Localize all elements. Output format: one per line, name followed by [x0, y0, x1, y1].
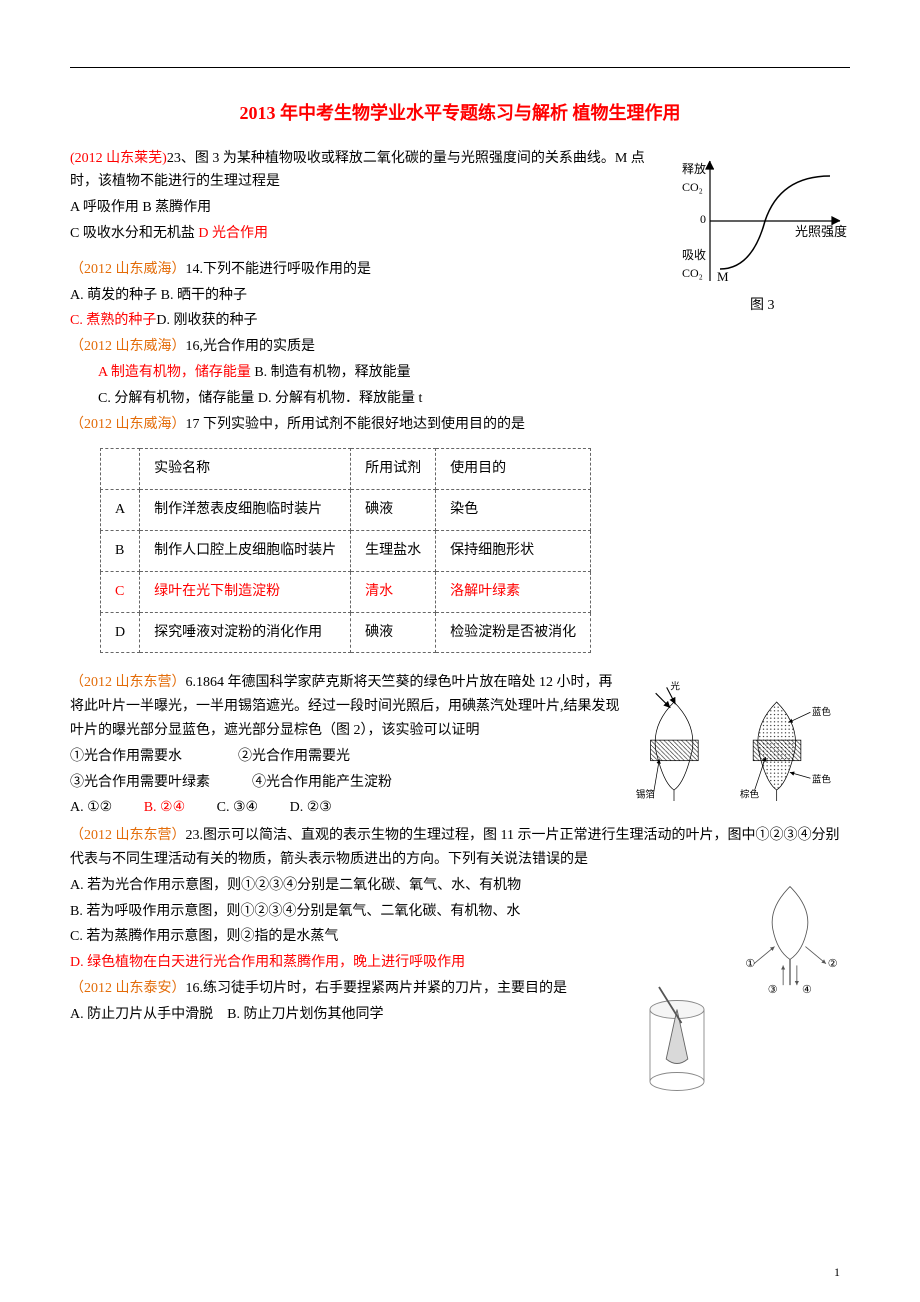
q5-opt-c: C. ③④	[217, 796, 258, 820]
figure-3-graph: 释放 CO₂ 0 吸收 CO₂ M 光照强度 图 3	[680, 151, 850, 316]
q3-opt-a: A 制造有机物，储存能量	[98, 365, 251, 380]
leaf-label-1: ①	[745, 958, 755, 970]
q2-source: （2012 山东威海）	[70, 262, 186, 277]
figure-caption: 图 3	[750, 298, 775, 313]
table-row-a: A 制作洋葱表皮细胞临时装片 碘液 染色	[101, 490, 591, 531]
ylabel-co2-bot: CO₂	[682, 266, 703, 280]
point-m-label: M	[717, 269, 729, 284]
table-row-c: C 绿叶在光下制造淀粉 清水 洛解叶绿素	[101, 571, 591, 612]
brown-label: 棕色	[740, 789, 760, 801]
q2-opt-c: C. 煮熟的种子	[70, 313, 156, 328]
slicing-figure	[632, 981, 722, 1101]
ylabel-top: 释放	[682, 161, 706, 176]
q5-opt-a: A. ①②	[70, 796, 112, 820]
q2-opt-b: B. 晒干的种子	[161, 288, 247, 303]
q3-opts-cd: C. 分解有机物，储存能量 D. 分解有机物．释放能量 t	[70, 387, 850, 411]
table-header-row: 实验名称 所用试剂 使用目的	[101, 449, 591, 490]
foil-label: 锡箔	[636, 789, 655, 801]
cell-c-3: 洛解叶绿素	[436, 571, 591, 612]
q1-opt-d: D 光合作用	[198, 226, 268, 241]
q3-opt-b: B. 制造有机物，释放能量	[254, 365, 410, 380]
cell-a-1: 制作洋葱表皮细胞临时装片	[140, 490, 351, 531]
leaf-label-3: ③	[768, 984, 778, 996]
q1-opt-a: A 呼吸作用	[70, 200, 139, 215]
q2-opt-d: D. 刚收获的种子	[156, 313, 257, 328]
cell-d-1: 探究唾液对淀粉的消化作用	[140, 612, 351, 653]
q7-source: （2012 山东泰安）	[70, 981, 186, 996]
cell-b-2: 生理盐水	[351, 530, 436, 571]
cell-d-2: 碘液	[351, 612, 436, 653]
cell-b-1: 制作人口腔上皮细胞临时装片	[140, 530, 351, 571]
q3-opt-d: D. 分解有机物．释放能量 t	[258, 391, 423, 406]
q4-head: （2012 山东威海）17 下列实验中，所用试剂不能很好地达到使用目的的是	[70, 413, 850, 437]
q4-stem: 下列实验中，所用试剂不能很好地达到使用目的的是	[203, 417, 525, 432]
q1-opt-b: B 蒸腾作用	[142, 200, 211, 215]
q7-number: 16.	[186, 981, 204, 996]
q5-opt-b: B. ②④	[144, 796, 185, 820]
q5-number: 6.	[186, 675, 197, 690]
cell-d-0: D	[101, 612, 140, 653]
q5-c3: ③光合作用需要叶绿素	[70, 775, 210, 790]
th-purpose: 使用目的	[436, 449, 591, 490]
q4-number: 17	[186, 417, 200, 432]
cell-c-0: C	[101, 571, 140, 612]
leaf-label-2: ②	[828, 958, 838, 970]
q3-source: （2012 山东威海）	[70, 339, 186, 354]
th-blank	[101, 449, 140, 490]
q1-source: (2012 山东莱芜)	[70, 151, 167, 166]
q6-head: （2012 山东东营）23.图示可以简洁、直观的表示生物的生理过程，图 11 示…	[70, 824, 850, 872]
q3-stem: 光合作用的实质是	[203, 339, 315, 354]
table-row-b: B 制作人口腔上皮细胞临时装片 生理盐水 保持细胞形状	[101, 530, 591, 571]
top-rule	[70, 67, 850, 68]
table-row-d: D 探究唾液对淀粉的消化作用 碘液 检验淀粉是否被消化	[101, 612, 591, 653]
sachs-experiment-figure: 光 锡箔 蓝色 棕色 蓝色	[630, 671, 850, 821]
blue-label-top: 蓝色	[812, 707, 832, 719]
ylabel-co2-top: CO₂	[682, 180, 703, 194]
th-name: 实验名称	[140, 449, 351, 490]
q5-c1: ①光合作用需要水	[70, 749, 182, 764]
cell-b-0: B	[101, 530, 140, 571]
q7-stem: 练习徒手切片时，右手要捏紧两片并紧的刀片，主要目的是	[203, 981, 567, 996]
experiment-table: 实验名称 所用试剂 使用目的 A 制作洋葱表皮细胞临时装片 碘液 染色 B 制作…	[100, 448, 591, 653]
cell-a-2: 碘液	[351, 490, 436, 531]
q5-source: （2012 山东东营）	[70, 675, 186, 690]
q6-source: （2012 山东东营）	[70, 828, 186, 843]
q3-head: （2012 山东威海）16,光合作用的实质是	[70, 335, 850, 359]
page-number: 1	[834, 1262, 840, 1282]
light-label: 光	[670, 681, 680, 693]
q1-opt-c: C 吸收水分和无机盐	[70, 226, 195, 241]
q6-number: 23.	[186, 828, 204, 843]
x-axis-label: 光照强度	[795, 224, 847, 239]
cell-d-3: 检验淀粉是否被消化	[436, 612, 591, 653]
q4-source: （2012 山东威海）	[70, 417, 186, 432]
origin-zero: 0	[700, 212, 706, 226]
q3-number: 16,	[186, 339, 204, 354]
q2-opt-a: A. 萌发的种子	[70, 288, 157, 303]
q7-opts: A. 防止刀片从手中滑脱 B. 防止刀片划伤其他同学	[70, 1003, 850, 1027]
leaf-label-4: ④	[802, 984, 812, 996]
cell-c-2: 清水	[351, 571, 436, 612]
q5-c4: ④光合作用能产生淀粉	[252, 775, 392, 790]
q7-opt-a: A. 防止刀片从手中滑脱	[70, 1007, 213, 1022]
q5-c2: ②光合作用需要光	[238, 749, 350, 764]
q2-number: 14.	[186, 262, 204, 277]
blue-label-bot: 蓝色	[812, 774, 832, 786]
page-title: 2013 年中考生物学业水平专题练习与解析 植物生理作用	[70, 98, 850, 129]
cell-a-0: A	[101, 490, 140, 531]
cell-a-3: 染色	[436, 490, 591, 531]
cell-c-1: 绿叶在光下制造淀粉	[140, 571, 351, 612]
q3-opts-ab: A 制造有机物，储存能量 B. 制造有机物，释放能量	[70, 361, 850, 385]
cell-b-3: 保持细胞形状	[436, 530, 591, 571]
q5-opt-d: D. ②③	[290, 796, 332, 820]
q3-opt-c: C. 分解有机物，储存能量	[98, 391, 254, 406]
th-reagent: 所用试剂	[351, 449, 436, 490]
ylabel-bot: 吸收	[682, 248, 706, 262]
leaf-physiology-figure: ① ② ③ ④	[730, 878, 850, 998]
q2-stem: 下列不能进行呼吸作用的是	[203, 262, 371, 277]
q7-opt-b: B. 防止刀片划伤其他同学	[227, 1007, 383, 1022]
q1-number: 23、	[167, 151, 195, 166]
spacer	[70, 663, 850, 669]
